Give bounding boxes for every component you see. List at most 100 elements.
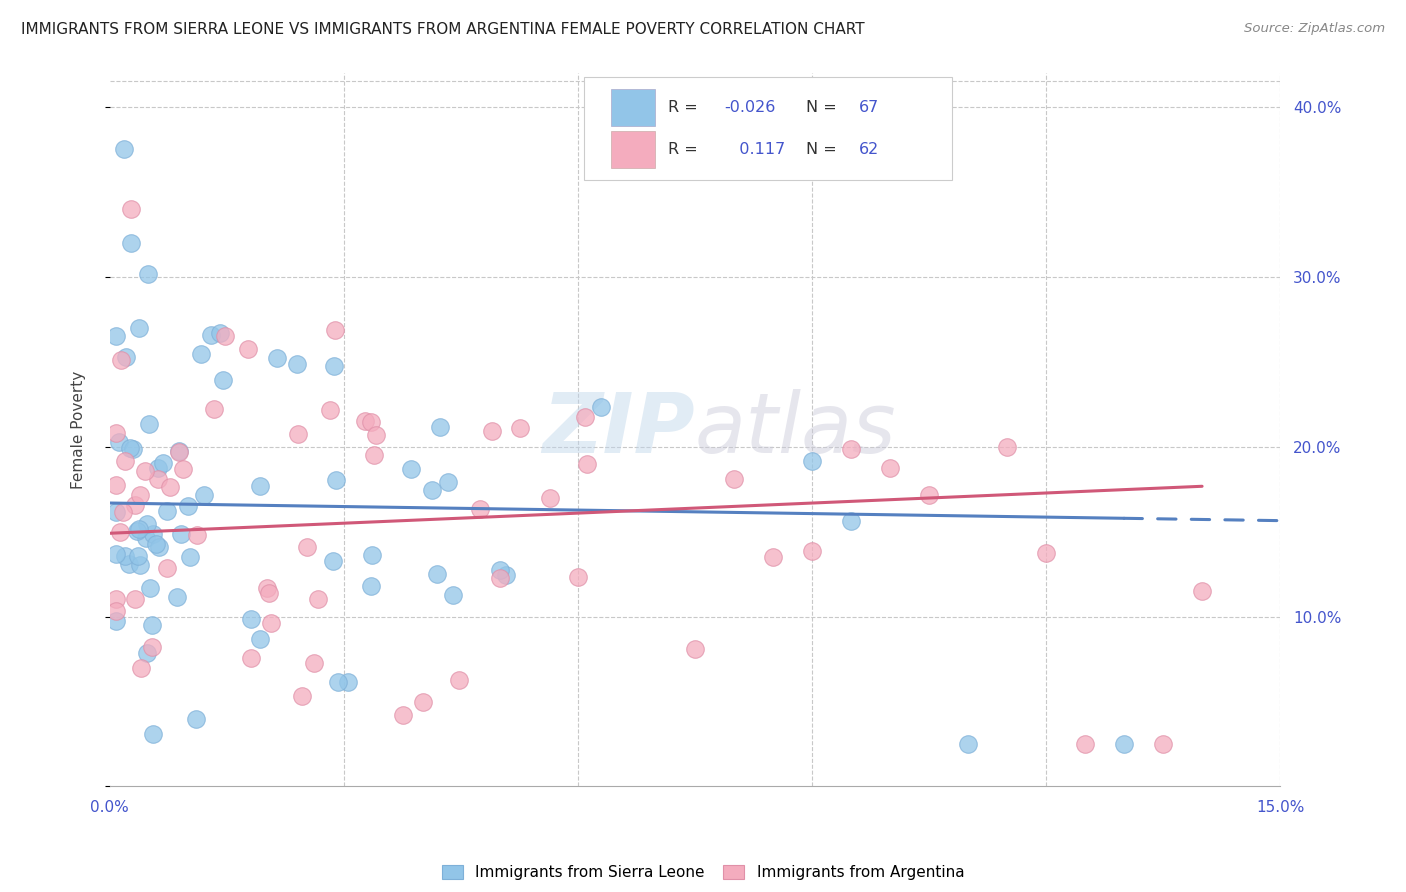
Point — [364, 428, 387, 442]
Point — [209, 326, 232, 341]
FancyBboxPatch shape — [583, 77, 952, 180]
Point — [1191, 584, 1213, 599]
Point — [287, 427, 309, 442]
Point — [156, 561, 179, 575]
Point — [118, 442, 141, 456]
Point — [995, 441, 1018, 455]
Point — [470, 502, 492, 516]
Point — [120, 202, 142, 216]
Point — [152, 456, 174, 470]
Text: N =: N = — [806, 101, 842, 115]
Point — [169, 445, 191, 459]
Point — [134, 464, 156, 478]
Point — [138, 417, 160, 432]
Point — [575, 457, 598, 471]
Text: -0.026: -0.026 — [724, 101, 776, 115]
Point — [249, 632, 271, 646]
Point — [114, 454, 136, 468]
Point — [139, 582, 162, 596]
Point — [156, 504, 179, 518]
Point — [212, 373, 235, 387]
Point — [128, 488, 150, 502]
Point — [141, 640, 163, 654]
Point — [136, 517, 159, 532]
Point — [489, 571, 512, 585]
Point — [337, 674, 360, 689]
Text: N =: N = — [806, 142, 842, 157]
Point — [108, 524, 131, 539]
Text: Source: ZipAtlas.com: Source: ZipAtlas.com — [1244, 22, 1385, 36]
Point — [214, 329, 236, 343]
FancyBboxPatch shape — [610, 131, 655, 168]
Point — [839, 514, 862, 528]
Point — [200, 328, 222, 343]
Point — [918, 488, 941, 502]
Point — [1074, 737, 1097, 751]
Point — [146, 472, 169, 486]
Point — [481, 425, 503, 439]
Text: 0.117: 0.117 — [724, 142, 786, 157]
Point — [322, 359, 344, 373]
Point — [105, 329, 128, 343]
Point — [574, 409, 596, 424]
Point — [170, 527, 193, 541]
Point — [112, 505, 135, 519]
Point — [326, 675, 349, 690]
Point — [426, 566, 449, 581]
Point — [256, 581, 278, 595]
Text: IMMIGRANTS FROM SIERRA LEONE VS IMMIGRANTS FROM ARGENTINA FEMALE POVERTY CORRELA: IMMIGRANTS FROM SIERRA LEONE VS IMMIGRAN… — [21, 22, 865, 37]
Legend: Immigrants from Sierra Leone, Immigrants from Argentina: Immigrants from Sierra Leone, Immigrants… — [441, 865, 965, 880]
Point — [363, 448, 385, 462]
Point — [128, 558, 150, 573]
Point — [115, 350, 138, 364]
Point — [124, 592, 146, 607]
Point — [112, 143, 135, 157]
Text: 62: 62 — [859, 142, 879, 157]
Point — [257, 586, 280, 600]
Point — [360, 415, 382, 429]
Point — [591, 400, 613, 414]
Point — [538, 491, 561, 505]
Point — [186, 712, 208, 726]
Point — [437, 475, 460, 489]
Point — [105, 591, 128, 606]
Point — [142, 726, 165, 740]
Point — [354, 414, 377, 428]
Point — [291, 690, 314, 704]
Point — [142, 526, 165, 541]
Point — [259, 616, 281, 631]
Point — [129, 661, 152, 675]
Point — [361, 548, 384, 562]
Point — [145, 537, 167, 551]
Point — [110, 352, 132, 367]
Point — [124, 498, 146, 512]
Point — [172, 461, 194, 475]
Point — [441, 588, 464, 602]
Point — [125, 524, 148, 539]
Point — [429, 420, 451, 434]
Point — [186, 528, 208, 542]
Point — [266, 351, 288, 365]
Point — [193, 488, 215, 502]
Point — [879, 460, 901, 475]
Point — [285, 357, 308, 371]
Point — [360, 579, 382, 593]
Point — [122, 442, 145, 457]
Point — [567, 569, 589, 583]
Point — [148, 540, 170, 554]
Point — [105, 426, 128, 441]
Point — [146, 460, 169, 475]
Point — [114, 549, 136, 564]
Point — [801, 544, 824, 558]
Point — [105, 547, 128, 561]
Point — [762, 549, 785, 564]
Point — [412, 695, 434, 709]
Point — [399, 462, 422, 476]
Point — [319, 403, 342, 417]
Point — [136, 646, 159, 660]
Point — [167, 443, 190, 458]
Text: R =: R = — [668, 101, 703, 115]
Text: atlas: atlas — [695, 389, 897, 470]
Point — [127, 549, 149, 564]
Point — [249, 479, 271, 493]
